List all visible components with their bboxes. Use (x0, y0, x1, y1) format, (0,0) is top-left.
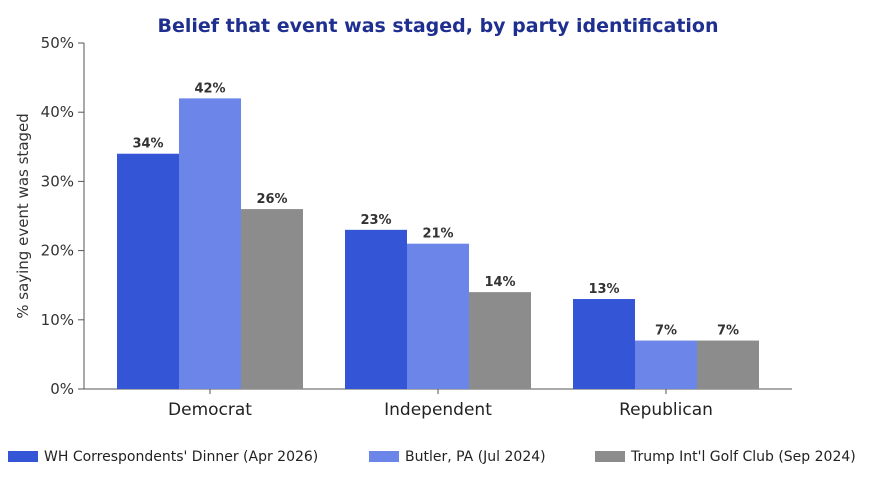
y-tick-label: 50% (41, 34, 74, 52)
legend-item: Butler, PA (Jul 2024) (369, 449, 546, 465)
x-axis: Democrat Independent Republican (84, 388, 792, 420)
bar (179, 98, 241, 390)
legend-item: Trump Int'l Golf Club (Sep 2024) (595, 449, 856, 465)
data-label: 7% (717, 324, 739, 339)
legend-swatch (369, 451, 399, 462)
y-axis-label: % saying event was staged (14, 113, 32, 319)
y-tick-label: 20% (41, 242, 74, 260)
x-tick-label: Republican (619, 400, 713, 420)
bar (635, 340, 697, 389)
legend-label: Trump Int'l Golf Club (Sep 2024) (630, 449, 856, 465)
bar (241, 209, 303, 389)
bar (573, 299, 635, 389)
chart-title: Belief that event was staged, by party i… (157, 15, 718, 37)
legend-swatch (595, 451, 625, 462)
data-label: 7% (655, 324, 677, 339)
data-label: 34% (132, 137, 163, 152)
legend-label: WH Correspondents' Dinner (Apr 2026) (44, 449, 318, 465)
legend-swatch (8, 451, 38, 462)
data-label: 21% (422, 227, 453, 242)
legend-item: WH Correspondents' Dinner (Apr 2026) (8, 449, 318, 465)
x-tick-label: Independent (384, 400, 492, 420)
data-label: 23% (360, 213, 391, 228)
y-tick-label: 0% (50, 380, 74, 398)
bar (407, 243, 469, 389)
y-tick-label: 40% (41, 103, 74, 121)
y-tick-label: 30% (41, 172, 74, 190)
data-label: 13% (588, 282, 619, 297)
bar (697, 340, 759, 389)
bar (469, 292, 531, 389)
bar (345, 229, 407, 389)
data-label: 26% (256, 192, 287, 207)
x-tick-label: Democrat (168, 400, 252, 420)
legend: WH Correspondents' Dinner (Apr 2026) Butl… (8, 449, 856, 465)
bar (117, 153, 179, 389)
data-labels-group: 34% 42% 26% 23% 21% 14% 13% 7% 7% (132, 81, 739, 338)
y-axis: 0% 10% 20% 30% 40% 50% (41, 34, 85, 398)
data-label: 14% (484, 275, 515, 290)
legend-label: Butler, PA (Jul 2024) (405, 449, 546, 465)
bars-group (117, 98, 759, 390)
data-label: 42% (194, 81, 225, 96)
y-tick-label: 10% (41, 311, 74, 329)
